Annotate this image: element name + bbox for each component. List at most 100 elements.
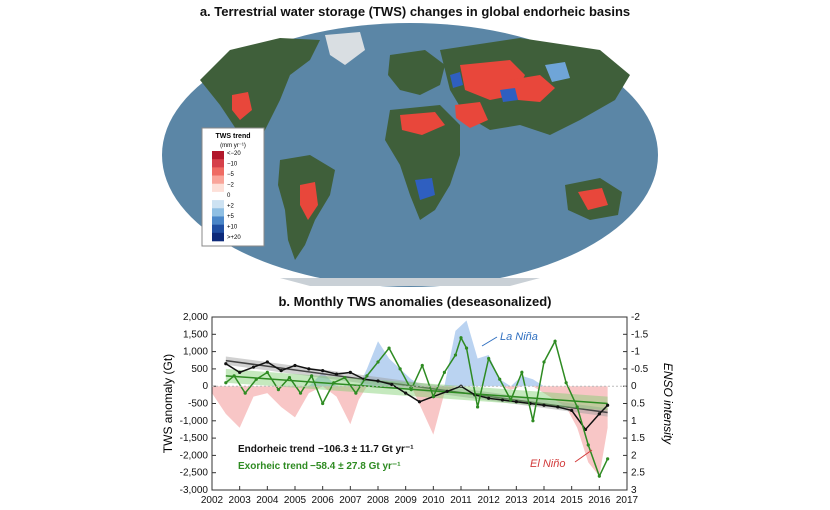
legend-swatch xyxy=(212,191,224,201)
y-right-tick-label: 2.5 xyxy=(631,468,645,479)
basin-south-america xyxy=(300,182,318,220)
series-point xyxy=(464,346,469,350)
series-point xyxy=(606,403,610,407)
y-tick-label: 1,000 xyxy=(183,347,208,358)
series-point xyxy=(476,405,480,409)
legend-swatch xyxy=(212,159,224,168)
series-point xyxy=(376,379,380,383)
y-tick-label: 1,500 xyxy=(183,329,208,340)
series-point xyxy=(251,365,256,369)
legend-swatch xyxy=(212,224,224,234)
x-tick-label: 2014 xyxy=(533,495,556,506)
basin-middle-east xyxy=(455,102,488,128)
x-tick-label: 2007 xyxy=(339,495,362,506)
basin-tarim xyxy=(500,88,518,102)
basin-north-america-west xyxy=(232,92,252,120)
series-point xyxy=(542,403,546,407)
map-title: a. Terrestrial water storage (TWS) chang… xyxy=(199,4,631,19)
y-right-axis-label: ENSO intensity xyxy=(661,363,675,445)
legend-label: +5 xyxy=(227,214,235,220)
x-tick-label: 2011 xyxy=(450,495,472,506)
basin-mongolia-east xyxy=(545,62,570,82)
series-point xyxy=(390,382,394,387)
series-point xyxy=(238,370,242,374)
basin-caspian xyxy=(450,72,463,88)
series-point xyxy=(310,374,314,378)
y-right-tick-label: -0.5 xyxy=(631,364,649,375)
x-tick-label: 2003 xyxy=(229,495,252,506)
y-right-tick-label: -1 xyxy=(631,347,640,358)
legend-label: −10 xyxy=(227,162,238,168)
series-point xyxy=(556,405,560,409)
series-point xyxy=(442,370,446,374)
world-map: TWS trend (mm yr⁻¹) <−20 −10 −5 −2 0 +2 +5 +10 >+2… xyxy=(162,23,658,287)
continent-antarctica xyxy=(280,278,540,286)
basin-tibet-mongolia xyxy=(510,75,555,102)
x-tick-label: 2008 xyxy=(367,495,390,506)
continent-africa xyxy=(385,105,460,220)
y-tick-label: -500 xyxy=(188,399,208,410)
legend-swatch xyxy=(212,216,224,225)
series-point xyxy=(387,346,391,350)
series-point xyxy=(586,443,590,447)
y-right-tick-label: 1 xyxy=(631,416,637,427)
legend-swatch xyxy=(212,151,224,160)
continent-greenland xyxy=(325,32,365,65)
continent-north-america xyxy=(200,38,320,150)
la-nina-label: La Niña xyxy=(500,331,538,343)
y-right-tick-label: -2 xyxy=(631,312,640,323)
series-point xyxy=(265,370,269,374)
series-point xyxy=(254,377,258,381)
series-point xyxy=(564,381,568,385)
x-tick-label: 2005 xyxy=(284,495,307,506)
legend-swatch xyxy=(212,232,224,242)
series-point xyxy=(514,400,518,404)
series-point xyxy=(293,363,297,368)
series-point xyxy=(417,400,422,404)
legend-label: +2 xyxy=(227,204,235,210)
series-point xyxy=(224,381,228,385)
endorheic-trend-value: −106.3 ± 11.7 Gt yr⁻¹ xyxy=(318,444,414,455)
y-tick-label: 500 xyxy=(191,364,208,375)
series-point xyxy=(404,391,408,395)
legend-label: +10 xyxy=(227,225,238,231)
series-point xyxy=(509,398,513,402)
legend-label: 0 xyxy=(227,193,231,199)
series-point xyxy=(409,388,413,392)
series-point xyxy=(354,391,358,395)
series-point xyxy=(287,375,292,380)
series-point xyxy=(398,367,402,371)
basin-sahara xyxy=(400,112,445,135)
x-tick-label: 2017 xyxy=(616,495,639,506)
legend-label: −2 xyxy=(227,183,235,189)
series-point xyxy=(431,394,435,399)
y-right-tick-label: 2 xyxy=(631,450,637,461)
x-tick-label: 2010 xyxy=(422,495,445,506)
series-point xyxy=(279,369,283,373)
la-nina-pointer xyxy=(481,336,498,347)
y-tick-label: -1,000 xyxy=(180,416,209,427)
series-point xyxy=(224,362,228,366)
series-point xyxy=(487,356,491,361)
y-tick-label: 0 xyxy=(202,381,208,392)
series-point xyxy=(597,474,601,478)
series-point xyxy=(321,401,325,406)
series-point xyxy=(348,370,352,374)
series-point xyxy=(498,377,502,381)
legend-swatch xyxy=(212,208,224,217)
series-point xyxy=(453,353,458,357)
series-point xyxy=(265,360,269,364)
series-point xyxy=(459,336,463,340)
y-right-tick-label: 0 xyxy=(631,381,637,392)
legend-label: <−20 xyxy=(227,151,241,157)
x-tick-label: 2006 xyxy=(312,495,335,506)
chart-layer: 2,000 1,500 1,000 500 0 -500 -1,000 -1,500 -2,00… xyxy=(161,312,675,506)
basin-australia xyxy=(578,188,608,210)
x-tick-label: 2004 xyxy=(256,495,279,506)
x-tick-label: 2002 xyxy=(201,495,224,506)
series-point xyxy=(276,388,280,392)
series-point xyxy=(420,363,424,368)
series-point xyxy=(520,370,524,374)
y-right-tick-label: 3 xyxy=(631,485,637,496)
series-point xyxy=(487,396,491,400)
